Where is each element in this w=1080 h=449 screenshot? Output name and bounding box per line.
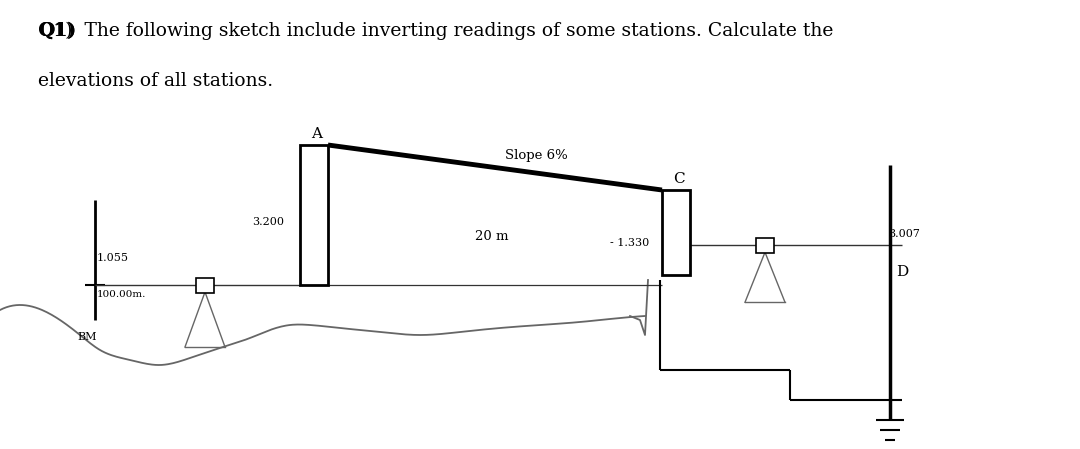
Bar bbox=[662, 190, 690, 275]
Text: 20 m: 20 m bbox=[475, 230, 509, 243]
Text: 1.055: 1.055 bbox=[97, 253, 129, 263]
Bar bbox=[756, 238, 774, 253]
Text: A: A bbox=[311, 127, 322, 141]
Text: - 1.330: - 1.330 bbox=[610, 238, 649, 248]
Text: D: D bbox=[896, 265, 908, 279]
Text: elevations of all stations.: elevations of all stations. bbox=[38, 72, 273, 90]
Text: Q1): Q1) bbox=[38, 22, 76, 40]
Text: 100.00m.: 100.00m. bbox=[97, 290, 147, 299]
Bar bbox=[300, 145, 328, 285]
Text: Q1): Q1) bbox=[38, 22, 76, 40]
Text: BM: BM bbox=[77, 332, 96, 342]
Text: 3.200: 3.200 bbox=[252, 217, 284, 227]
Text: Q1)  The following sketch include inverting readings of some stations. Calculate: Q1) The following sketch include inverti… bbox=[38, 22, 834, 40]
Text: C: C bbox=[673, 172, 685, 186]
Text: 3.007: 3.007 bbox=[888, 229, 920, 239]
Bar bbox=[195, 278, 214, 293]
Text: Slope 6%: Slope 6% bbox=[505, 150, 568, 163]
